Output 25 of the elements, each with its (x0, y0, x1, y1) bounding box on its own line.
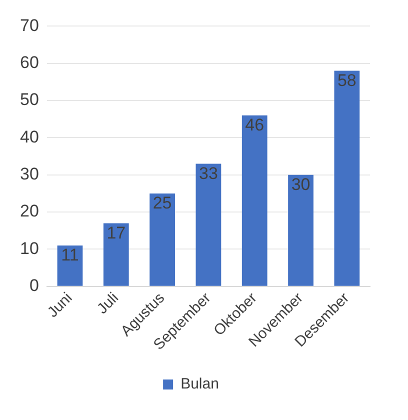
bar (57, 246, 83, 286)
x-tick-label: Juli (94, 289, 122, 318)
y-tick-label: 50 (20, 90, 39, 110)
bar (288, 174, 314, 286)
y-tick-label: 10 (20, 238, 39, 258)
data-label: 58 (337, 70, 356, 90)
bar (334, 70, 360, 286)
data-label: 30 (291, 175, 310, 194)
bar (150, 193, 175, 286)
y-tick-label: 70 (20, 16, 39, 35)
data-label: 33 (198, 164, 218, 183)
bar (196, 164, 222, 286)
x-tick-label: Juni (44, 289, 76, 321)
data-label: 25 (152, 194, 172, 213)
y-tick-label: 60 (20, 53, 39, 72)
y-tick-label: 30 (20, 164, 39, 184)
data-label: 17 (106, 223, 126, 242)
y-tick-label: 20 (20, 202, 39, 221)
y-tick-label: 40 (20, 127, 39, 146)
bar (103, 223, 129, 286)
y-tick-label: 0 (29, 276, 39, 296)
data-label: 11 (61, 246, 79, 265)
data-label: 46 (245, 116, 264, 135)
bar (242, 115, 268, 286)
legend-label: Bulan (180, 376, 219, 393)
